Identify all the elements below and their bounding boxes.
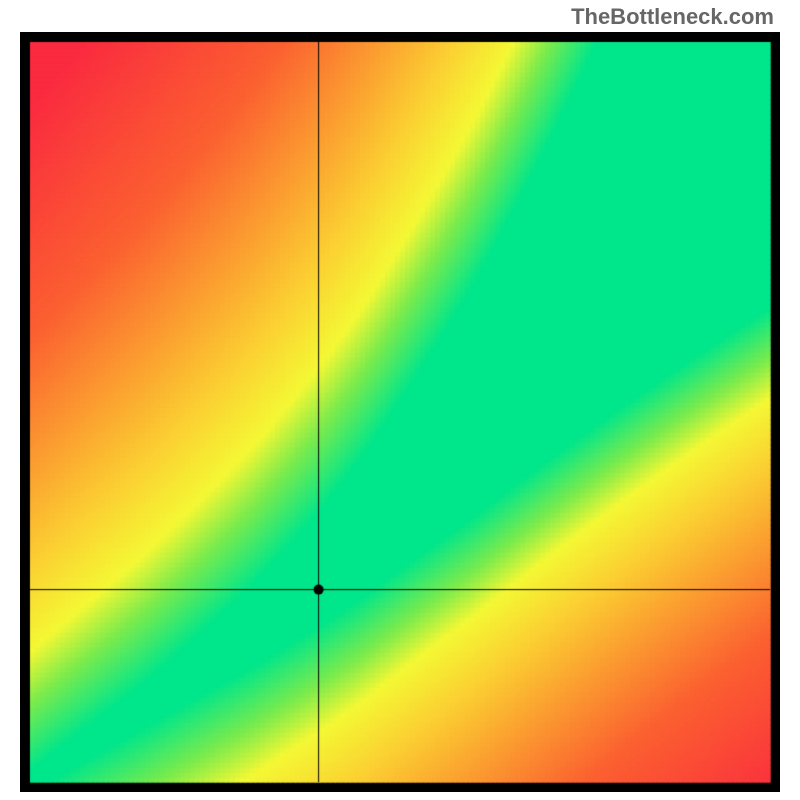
heatmap-panel bbox=[20, 32, 780, 792]
heatmap-canvas bbox=[20, 32, 780, 792]
chart-container: TheBottleneck.com bbox=[0, 0, 800, 800]
watermark-text: TheBottleneck.com bbox=[571, 4, 774, 30]
